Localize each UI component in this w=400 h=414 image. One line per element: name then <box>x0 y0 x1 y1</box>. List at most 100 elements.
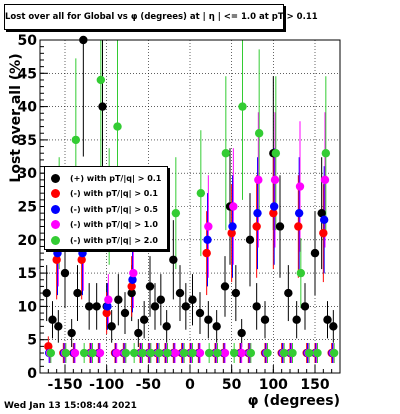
y-tick-label: 45 <box>18 66 37 82</box>
data-point <box>213 348 222 358</box>
data-point <box>196 188 206 198</box>
data-point <box>162 322 171 331</box>
data-point <box>120 308 130 318</box>
data-point <box>319 215 329 225</box>
chart-title: Lost over all for Global vs φ (degrees) … <box>5 12 318 22</box>
tick-labels: -150 -100 -50 0 50 100 150 0 5 10 15 20 25 30 35 40 45 50 <box>18 33 330 393</box>
data-point <box>179 348 189 358</box>
data-point <box>229 348 239 358</box>
data-point <box>320 175 330 185</box>
data-point <box>163 348 172 358</box>
data-point <box>229 202 238 211</box>
data-point <box>252 302 261 311</box>
data-point <box>221 149 231 158</box>
data-point <box>79 348 89 358</box>
y-tick-label: 10 <box>18 299 38 315</box>
data-point <box>246 348 256 358</box>
title-box: Lost over all for Global vs φ (degrees) … <box>4 4 318 30</box>
data-point <box>204 222 213 231</box>
legend-entry: (-) with pT/|q| > 0.1 <box>49 187 158 201</box>
data-points <box>42 35 339 358</box>
y-tick-label: 15 <box>18 266 37 282</box>
data-point <box>254 129 264 138</box>
x-tick-label: 0 <box>185 377 195 393</box>
data-point <box>254 175 263 185</box>
data-point <box>96 75 106 85</box>
data-point <box>60 268 70 278</box>
axis-ticks <box>39 39 341 374</box>
data-point <box>52 255 61 264</box>
legend-label: (-) with pT/|q| > 2.0 <box>70 235 158 245</box>
data-point <box>73 288 82 298</box>
data-point <box>146 348 156 358</box>
data-point <box>252 222 261 231</box>
data-point <box>323 315 332 324</box>
data-point <box>61 348 71 358</box>
data-point <box>292 315 301 324</box>
legend-marker <box>51 173 60 183</box>
data-point <box>269 202 279 211</box>
data-point <box>48 315 57 324</box>
data-point <box>54 322 63 331</box>
data-point <box>127 288 136 298</box>
data-point <box>169 255 178 264</box>
legend-marker <box>51 189 60 198</box>
data-point <box>231 288 241 298</box>
data-point <box>71 135 81 145</box>
data-point <box>121 348 131 358</box>
grid-lines <box>40 39 340 374</box>
data-point <box>112 348 121 358</box>
data-point <box>181 302 191 311</box>
data-point <box>295 182 305 191</box>
data-point <box>269 208 278 218</box>
data-point <box>92 302 101 311</box>
data-point <box>220 282 230 291</box>
data-point <box>227 228 236 238</box>
data-point <box>114 295 123 304</box>
timestamp: Wed Jan 13 15:08:44 2021 <box>4 401 137 411</box>
x-axis-label: φ (degrees) <box>248 393 340 409</box>
x-tick-label: -150 <box>47 377 82 393</box>
data-point <box>294 208 304 218</box>
legend-entry: (-) with pT/|q| > 0.5 <box>49 202 158 216</box>
data-point <box>317 208 326 218</box>
data-point <box>188 295 197 304</box>
y-tick-label: 20 <box>18 233 38 249</box>
data-point <box>129 268 138 278</box>
data-point <box>294 222 303 231</box>
y-tick-label: 5 <box>27 333 37 349</box>
y-tick-label: 35 <box>18 133 37 149</box>
data-point <box>204 348 214 358</box>
data-point <box>329 322 338 331</box>
data-point <box>204 315 213 324</box>
y-tick-label: 30 <box>18 166 38 182</box>
data-point <box>263 348 272 358</box>
x-tick-label: 100 <box>259 377 288 393</box>
y-tick-label: 50 <box>18 33 38 49</box>
data-point <box>310 248 320 258</box>
data-point <box>321 149 331 158</box>
legend-entry: (+) with pT/|q| > 0.1 <box>49 171 161 185</box>
data-point <box>78 248 87 258</box>
data-point <box>270 175 280 185</box>
data-point <box>113 122 122 131</box>
data-point <box>42 288 51 298</box>
data-point <box>313 348 322 358</box>
data-point <box>95 348 105 358</box>
data-point <box>220 348 230 358</box>
data-point <box>304 348 314 358</box>
data-point <box>154 348 164 358</box>
data-point <box>102 308 111 318</box>
data-point <box>237 348 246 358</box>
data-point <box>44 342 53 351</box>
y-tick-label: 40 <box>18 100 38 116</box>
data-point <box>245 235 255 244</box>
data-point <box>202 248 211 258</box>
data-point <box>195 308 205 318</box>
data-point <box>271 149 281 158</box>
legend-label: (-) with pT/|q| > 1.0 <box>70 220 158 229</box>
legend-marker <box>51 220 60 229</box>
data-point <box>138 348 147 358</box>
data-point <box>238 102 247 111</box>
data-point <box>107 322 116 331</box>
